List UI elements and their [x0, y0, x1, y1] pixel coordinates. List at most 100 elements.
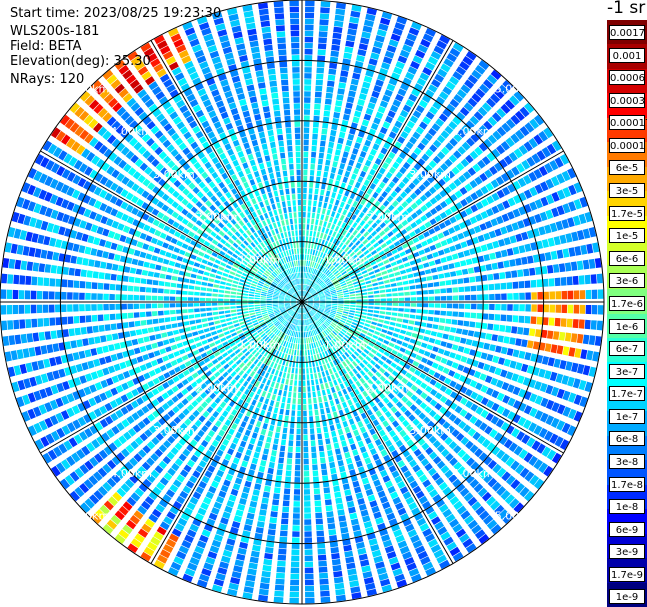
beta-gate — [357, 49, 367, 57]
beta-gate — [469, 321, 476, 328]
beta-gate — [353, 66, 362, 74]
beta-gate — [302, 290, 304, 296]
beta-gate — [232, 280, 239, 285]
beta-gate — [274, 481, 282, 488]
beta-gate — [61, 459, 71, 470]
beta-gate — [339, 521, 348, 528]
beta-gate — [338, 131, 346, 139]
beta-gate — [114, 342, 121, 350]
beta-gate — [347, 133, 355, 141]
beta-gate — [316, 61, 325, 68]
beta-gate — [348, 378, 354, 385]
beta-gate — [412, 485, 422, 494]
beta-gate — [281, 326, 286, 332]
beta-gate — [543, 291, 549, 300]
beta-gate — [513, 502, 524, 513]
beta-gate — [312, 275, 316, 281]
beta-gate — [550, 344, 558, 354]
beta-gate — [489, 344, 496, 352]
beta-gate — [33, 203, 42, 214]
beta-gate — [445, 318, 452, 324]
beta-gate — [262, 334, 268, 340]
beta-gate — [424, 375, 432, 383]
beta-gate — [359, 332, 366, 338]
beta-gate — [421, 315, 428, 321]
beta-gate — [304, 338, 306, 344]
beta-gate — [19, 319, 26, 329]
beta-gate — [290, 300, 296, 302]
beta-gate — [439, 280, 446, 286]
beta-gate — [323, 330, 328, 336]
beta-gate — [317, 251, 321, 257]
beta-gate — [500, 141, 510, 151]
beta-gate — [282, 327, 287, 333]
beta-gate — [133, 453, 143, 463]
beta-gate — [394, 344, 401, 351]
beta-gate — [218, 522, 227, 531]
beta-gate — [328, 284, 334, 288]
beta-gate — [404, 308, 410, 313]
beta-gate — [473, 266, 481, 273]
beta-gate — [206, 307, 212, 311]
beta-gate — [282, 312, 288, 316]
beta-gate — [357, 547, 367, 555]
beta-gate — [281, 433, 287, 440]
beta-gate — [320, 266, 325, 272]
beta-gate — [354, 341, 360, 347]
beta-gate — [388, 181, 396, 189]
beta-gate — [409, 231, 416, 238]
beta-gate — [363, 404, 370, 411]
beta-gate — [179, 234, 187, 241]
beta-gate — [303, 127, 310, 133]
beta-gate — [280, 524, 288, 531]
beta-gate — [139, 432, 148, 442]
beta-gate — [392, 293, 398, 297]
beta-gate — [358, 253, 365, 259]
beta-gate — [324, 357, 329, 364]
beta-gate — [402, 161, 411, 170]
beta-gate — [532, 254, 540, 263]
beta-gate — [311, 385, 316, 392]
beta-gate — [144, 429, 153, 438]
beta-gate — [474, 350, 482, 358]
beta-gate — [40, 373, 49, 384]
beta-gate — [422, 416, 431, 425]
beta-gate — [491, 148, 501, 158]
beta-gate — [259, 509, 267, 516]
beta-gate — [67, 171, 76, 182]
beta-gate — [503, 237, 511, 246]
beta-gate — [418, 184, 426, 192]
beta-gate — [98, 449, 108, 460]
beta-gate — [306, 343, 309, 350]
beta-gate — [500, 249, 508, 258]
beta-gate — [568, 184, 577, 196]
beta-gate — [469, 415, 478, 425]
beta-gate — [190, 454, 199, 463]
beta-gate — [32, 262, 40, 272]
beta-gate — [331, 295, 338, 297]
beta-gate — [330, 467, 337, 475]
beta-gate — [139, 295, 146, 301]
beta-gate — [110, 514, 121, 525]
beta-gate — [391, 288, 398, 292]
beta-gate — [229, 352, 236, 358]
beta-gate — [397, 55, 408, 64]
beta-gate — [176, 342, 184, 349]
beta-gate — [53, 446, 63, 457]
beta-gate — [398, 415, 406, 423]
beta-gate — [386, 298, 392, 302]
beta-gate — [320, 303, 326, 305]
beta-gate — [254, 297, 260, 300]
beta-gate — [322, 267, 327, 273]
beta-gate — [360, 87, 369, 95]
beta-gate — [180, 264, 187, 270]
beta-gate — [308, 300, 314, 302]
beta-gate — [431, 123, 441, 132]
beta-gate — [214, 351, 221, 357]
beta-gate — [154, 367, 162, 375]
beta-gate — [533, 114, 544, 126]
beta-gate — [178, 453, 187, 462]
beta-gate — [310, 249, 313, 255]
beta-gate — [325, 336, 330, 342]
beta-gate — [382, 324, 389, 329]
